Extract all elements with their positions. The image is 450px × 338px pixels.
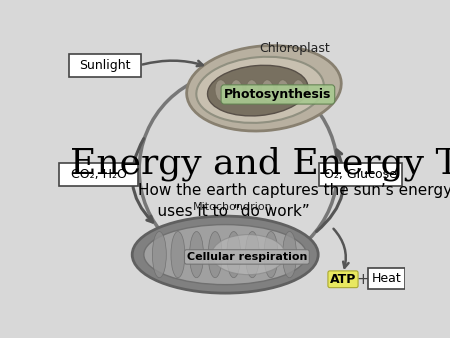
Ellipse shape [171,232,185,278]
Ellipse shape [207,65,308,116]
Ellipse shape [212,235,285,275]
Ellipse shape [264,232,278,278]
Ellipse shape [132,216,318,293]
Ellipse shape [283,232,297,278]
Text: ATP: ATP [330,273,356,286]
Ellipse shape [292,80,305,101]
Text: Photosynthesis: Photosynthesis [224,88,332,101]
Ellipse shape [277,80,289,101]
Text: How the earth captures the sun’s energy and
    uses it to “do work”: How the earth captures the sun’s energy … [138,183,450,219]
FancyBboxPatch shape [59,163,139,186]
Ellipse shape [245,232,259,278]
Ellipse shape [153,232,166,278]
Text: Energy and Energy Transfer: Energy and Energy Transfer [70,147,450,181]
FancyBboxPatch shape [69,54,141,77]
Text: CO₂, H₂O: CO₂, H₂O [71,168,127,181]
Ellipse shape [196,57,324,123]
Ellipse shape [215,80,228,101]
Text: Chloroplast: Chloroplast [260,42,330,55]
Ellipse shape [144,224,306,285]
Text: O₂, Glucose: O₂, Glucose [324,168,397,181]
Ellipse shape [227,232,241,278]
Text: Cellular respiration: Cellular respiration [187,252,307,262]
Ellipse shape [189,232,203,278]
FancyBboxPatch shape [368,268,405,289]
Text: Heat: Heat [372,272,401,285]
Ellipse shape [187,46,341,131]
Text: +: + [356,272,369,287]
Ellipse shape [208,232,222,278]
Text: Sunlight: Sunlight [79,59,131,72]
Text: Mitochondrion: Mitochondrion [193,202,273,212]
Ellipse shape [246,80,259,101]
FancyBboxPatch shape [319,163,402,186]
Ellipse shape [261,80,274,101]
Ellipse shape [230,80,243,101]
